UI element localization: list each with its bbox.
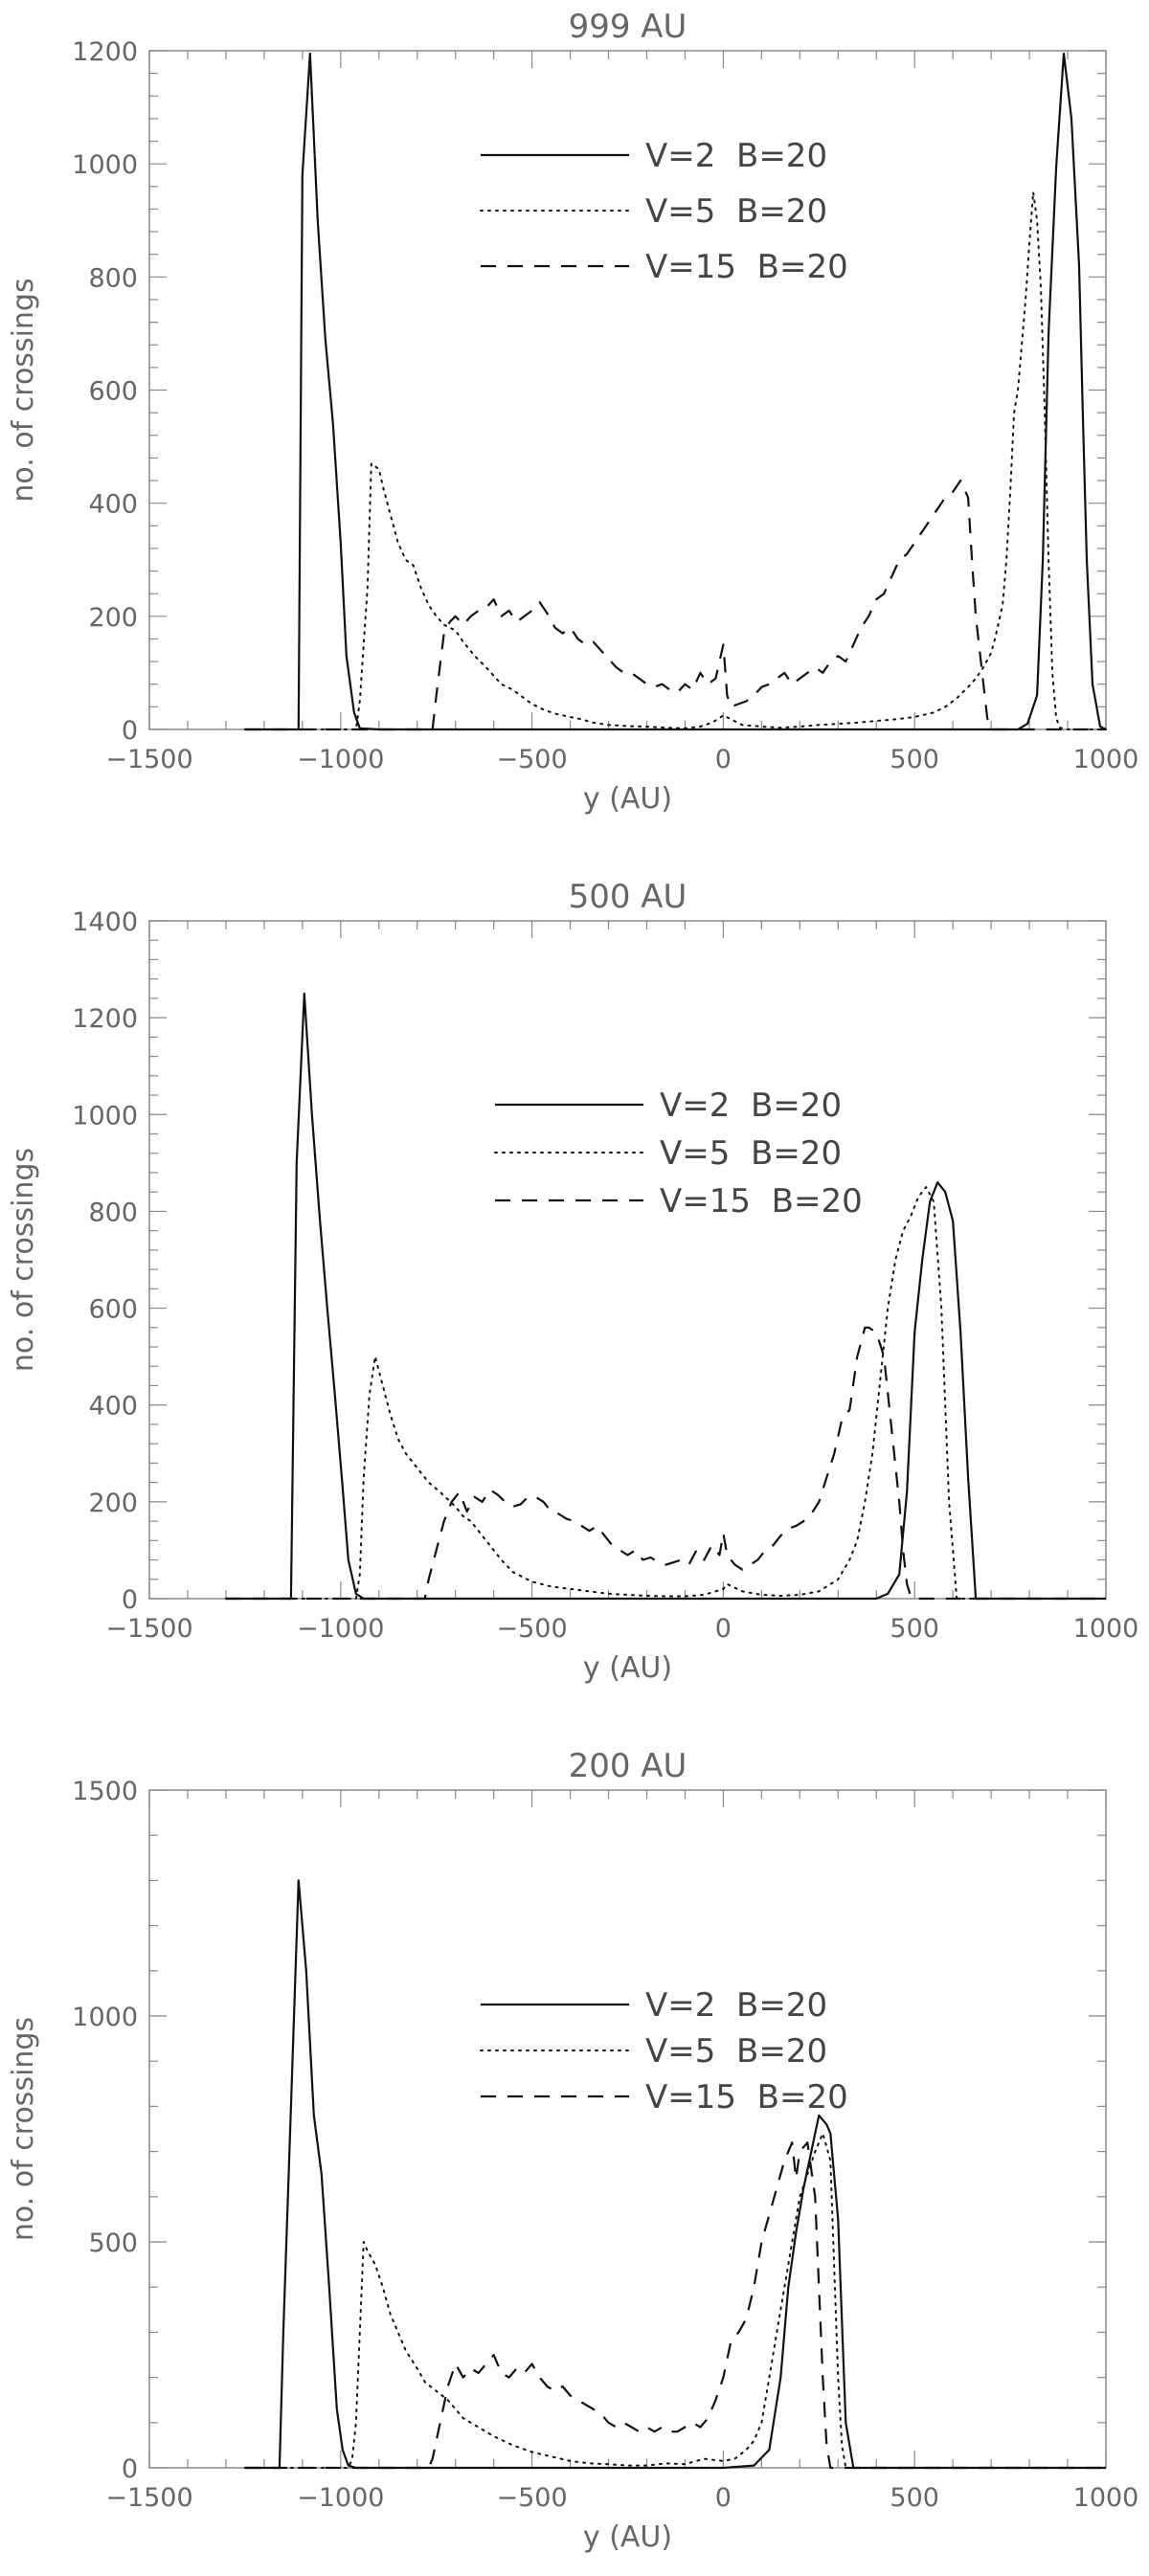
series-line-solid (244, 1879, 1106, 2470)
x-tick-label: −1000 (297, 1614, 384, 1644)
y-tick-label: 800 (88, 263, 138, 293)
plot-frame (148, 50, 1107, 730)
plot-frame (148, 1789, 1107, 2469)
x-tick-label: 0 (715, 2483, 732, 2513)
x-axis-label: y (AU) (583, 1651, 672, 1685)
y-tick-label: 1000 (72, 150, 138, 180)
x-tick-label: 0 (715, 745, 732, 774)
legend-label: V=2 B=20 (645, 137, 827, 175)
y-tick-label: 200 (88, 603, 138, 633)
chart-title: 500 AU (569, 878, 687, 916)
chart-title: 200 AU (569, 1747, 687, 1785)
y-tick-label: 600 (88, 377, 138, 407)
y-tick-label: 1400 (72, 907, 138, 937)
chart-panel-1: 999 AU −1500 −1000 −500 0 500 1000 0 200 400 600 80… (7, 8, 1138, 816)
y-tick-label: 400 (88, 1392, 138, 1422)
legend-label: V=5 B=20 (645, 2032, 827, 2071)
x-tick-label: −1000 (297, 2483, 384, 2513)
y-tick-label: 1200 (72, 37, 138, 67)
legend-label: V=15 B=20 (660, 1182, 863, 1221)
x-tick-label: 1000 (1073, 2483, 1139, 2513)
x-tick-label: −500 (497, 1614, 568, 1644)
series-line-dashed (225, 1326, 1106, 1601)
y-tick-label: 0 (122, 2454, 138, 2484)
y-tick-label: 1000 (72, 1101, 138, 1131)
legend: V=2 B=20 V=5 B=20 V=15 B=20 (480, 1986, 848, 2117)
legend-label: V=5 B=20 (645, 192, 827, 231)
x-tick-label: 1000 (1073, 1614, 1139, 1644)
legend: V=2 B=20 V=5 B=20 V=15 B=20 (494, 1086, 863, 1221)
y-tick-label: 600 (88, 1295, 138, 1325)
y-tick-label: 400 (88, 490, 138, 520)
x-tick-label: 500 (890, 2483, 939, 2513)
chart-panel-3: 200 AU −1500 −1000 −500 0 500 1000 0 500 1000 1500… (7, 1747, 1138, 2554)
y-tick-label: 1000 (72, 2003, 138, 2032)
legend: V=2 B=20 V=5 B=20 V=15 B=20 (480, 137, 848, 286)
series-line-dashed (244, 2141, 1106, 2470)
x-tick-label: −1500 (105, 745, 192, 774)
y-tick-label: 200 (88, 1489, 138, 1518)
x-tick-label: −1500 (105, 2483, 192, 2513)
legend-label: V=2 B=20 (660, 1086, 842, 1125)
x-tick-label: −1500 (105, 1614, 192, 1644)
y-tick-label: 0 (122, 1585, 138, 1615)
y-axis-label: no. of crossings (7, 2017, 40, 2241)
x-tick-label: 1000 (1073, 745, 1139, 774)
legend-label: V=5 B=20 (660, 1134, 842, 1173)
x-tick-label: −1000 (297, 745, 384, 774)
x-tick-label: −500 (497, 745, 568, 774)
y-tick-label: 1200 (72, 1004, 138, 1034)
y-tick-label: 1500 (72, 1777, 138, 1806)
chart-title: 999 AU (569, 8, 687, 46)
series-line-dotted (224, 1186, 1107, 1600)
y-tick-label: 0 (122, 716, 138, 746)
chart-panel-2: 500 AU −1500 −1000 −500 0 500 1000 0 200 400 600 80… (7, 878, 1138, 1685)
legend-label: V=2 B=20 (645, 1986, 827, 2025)
y-tick-label: 800 (88, 1198, 138, 1227)
series-line-dotted (243, 190, 1107, 730)
x-tick-label: 500 (890, 745, 939, 774)
series-line-dotted (243, 2132, 1107, 2469)
x-axis-label: y (AU) (583, 782, 672, 816)
x-tick-label: 500 (890, 1614, 939, 1644)
legend-label: V=15 B=20 (645, 248, 848, 286)
legend-label: V=15 B=20 (645, 2078, 848, 2117)
x-axis-label: y (AU) (583, 2520, 672, 2554)
y-axis-label: no. of crossings (7, 278, 40, 502)
x-tick-label: −500 (497, 2483, 568, 2513)
y-axis-label: no. of crossings (7, 1148, 40, 1372)
x-tick-label: 0 (715, 1614, 732, 1644)
y-tick-label: 500 (88, 2229, 138, 2258)
series-line-solid (225, 992, 1106, 1601)
series-line-dashed (244, 479, 1106, 731)
